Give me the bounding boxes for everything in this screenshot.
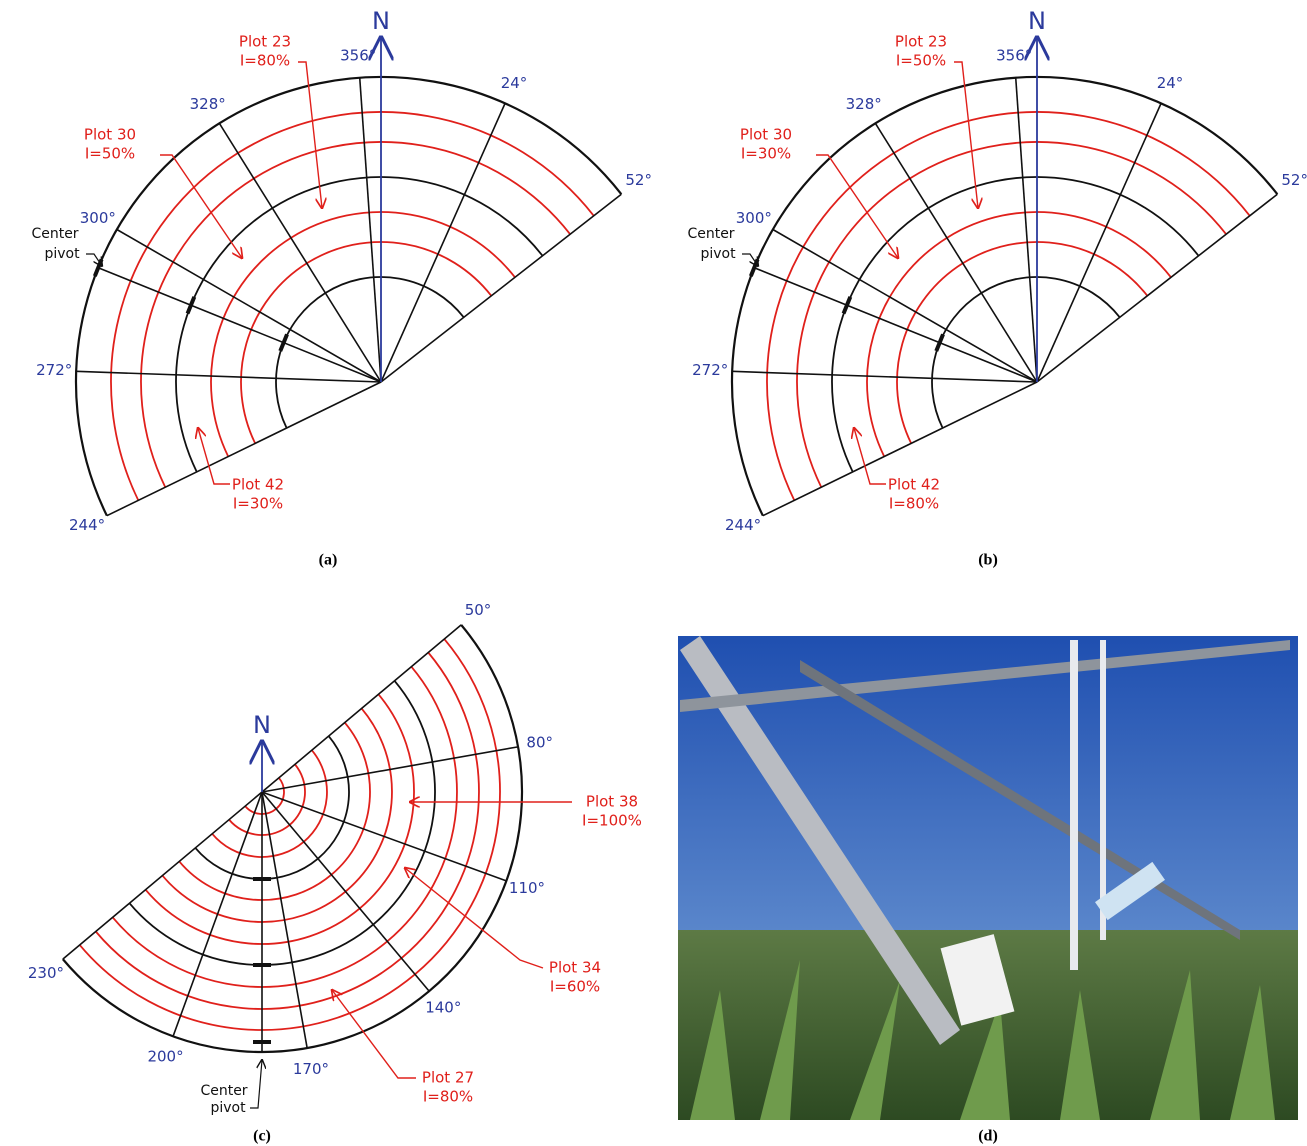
caption: (b)	[978, 552, 998, 569]
ring-red	[212, 750, 327, 857]
radial-line	[76, 371, 381, 382]
plot-name: Plot 42	[232, 476, 284, 494]
plot-irrigation: I=50%	[85, 145, 135, 163]
plot-irrigation: I=50%	[896, 52, 946, 70]
plot-arrow	[198, 428, 230, 484]
ring-red	[211, 212, 515, 457]
photo-mast	[1070, 640, 1078, 970]
ring-red	[141, 142, 570, 487]
plot-irrigation: I=30%	[741, 145, 791, 163]
photo	[678, 636, 1298, 1120]
plot-name: Plot 30	[740, 126, 792, 144]
plot-arrow	[854, 428, 886, 484]
radial-line	[117, 230, 381, 383]
pivot-line	[754, 268, 1037, 382]
angle-label: 110°	[509, 879, 545, 897]
radial-line	[381, 194, 621, 382]
radial-line	[875, 123, 1037, 382]
angle-label: 170°	[293, 1060, 329, 1078]
north-label: N	[1028, 7, 1046, 35]
angle-label: 24°	[1157, 74, 1184, 92]
plot-irrigation: I=80%	[240, 52, 290, 70]
angle-label: 300°	[736, 209, 772, 227]
angle-label: 52°	[625, 171, 652, 189]
angle-label: 272°	[692, 361, 728, 379]
ring-black	[832, 177, 1199, 472]
plot-irrigation: I=30%	[233, 495, 283, 513]
plot-name: Plot 27	[422, 1069, 474, 1087]
ring-black	[176, 177, 543, 472]
pivot-mark	[188, 297, 195, 314]
pivot-mark	[280, 334, 287, 351]
center-pivot-label: pivot	[44, 246, 80, 262]
caption: (d)	[978, 1128, 998, 1145]
center-pivot-label: pivot	[210, 1100, 246, 1116]
ring-red	[111, 112, 594, 500]
north-label: N	[253, 711, 271, 739]
plot-irrigation: I=60%	[550, 978, 600, 996]
radial-line	[773, 230, 1037, 383]
plot-name: Plot 23	[895, 33, 947, 51]
ring-red	[179, 723, 370, 900]
angle-label: 328°	[846, 95, 882, 113]
center-pivot-label: Center	[200, 1083, 247, 1099]
ring-black	[76, 77, 621, 516]
angle-label: 272°	[36, 361, 72, 379]
plot-irrigation: I=80%	[889, 495, 939, 513]
figure: (a)244°272°300°328°356°24°52°NCenterpivo…	[0, 0, 1307, 1146]
north-label: N	[372, 7, 390, 35]
ring-red	[96, 653, 479, 1009]
angle-label: 80°	[526, 734, 553, 752]
center-pivot-label: Center	[687, 226, 734, 242]
plot-name: Plot 30	[84, 126, 136, 144]
angle-label: 244°	[69, 516, 105, 534]
radial-line	[1016, 78, 1037, 382]
angle-label: 52°	[1281, 171, 1307, 189]
ring-red	[80, 639, 500, 1030]
ring-red	[146, 694, 414, 944]
ring-red	[241, 242, 491, 443]
angle-label: 24°	[501, 74, 528, 92]
angle-label: 356°	[340, 46, 376, 64]
center-pivot-arrow	[250, 1060, 262, 1108]
angle-label: 328°	[190, 95, 226, 113]
angle-label: 356°	[996, 46, 1032, 64]
ring-red	[897, 242, 1147, 443]
plot-name: Plot 38	[586, 793, 638, 811]
plot-irrigation: I=100%	[582, 812, 642, 830]
angle-label: 140°	[425, 999, 461, 1017]
ring-black	[276, 277, 464, 428]
caption: (a)	[319, 552, 338, 569]
pivot-mark	[844, 297, 851, 314]
plot-irrigation: I=80%	[423, 1088, 473, 1106]
plot-arrow	[332, 990, 416, 1078]
plot-name: Plot 23	[239, 33, 291, 51]
angle-label: 230°	[28, 964, 64, 982]
ring-red	[867, 212, 1171, 457]
pivot-mark	[751, 259, 758, 276]
radial-line	[262, 625, 461, 792]
ring-red	[767, 112, 1250, 500]
radial-line	[360, 78, 381, 382]
ring-red	[797, 142, 1226, 487]
ring-red	[113, 667, 457, 987]
caption: (c)	[253, 1128, 271, 1145]
angle-label: 50°	[465, 601, 492, 619]
pivot-line	[98, 268, 381, 382]
angle-label: 200°	[147, 1047, 183, 1065]
photo-mast	[1100, 640, 1106, 940]
angle-label: 244°	[725, 516, 761, 534]
center-pivot-label: Center	[31, 226, 78, 242]
ring-black	[732, 77, 1277, 516]
radial-line	[732, 371, 1037, 382]
pivot-mark	[95, 259, 102, 276]
radial-line	[219, 123, 381, 382]
plot-name: Plot 42	[888, 476, 940, 494]
ring-black	[932, 277, 1120, 428]
pivot-mark	[936, 334, 943, 351]
center-pivot-label: pivot	[700, 246, 736, 262]
angle-label: 300°	[80, 209, 116, 227]
plot-name: Plot 34	[549, 959, 601, 977]
radial-line	[1037, 194, 1277, 382]
